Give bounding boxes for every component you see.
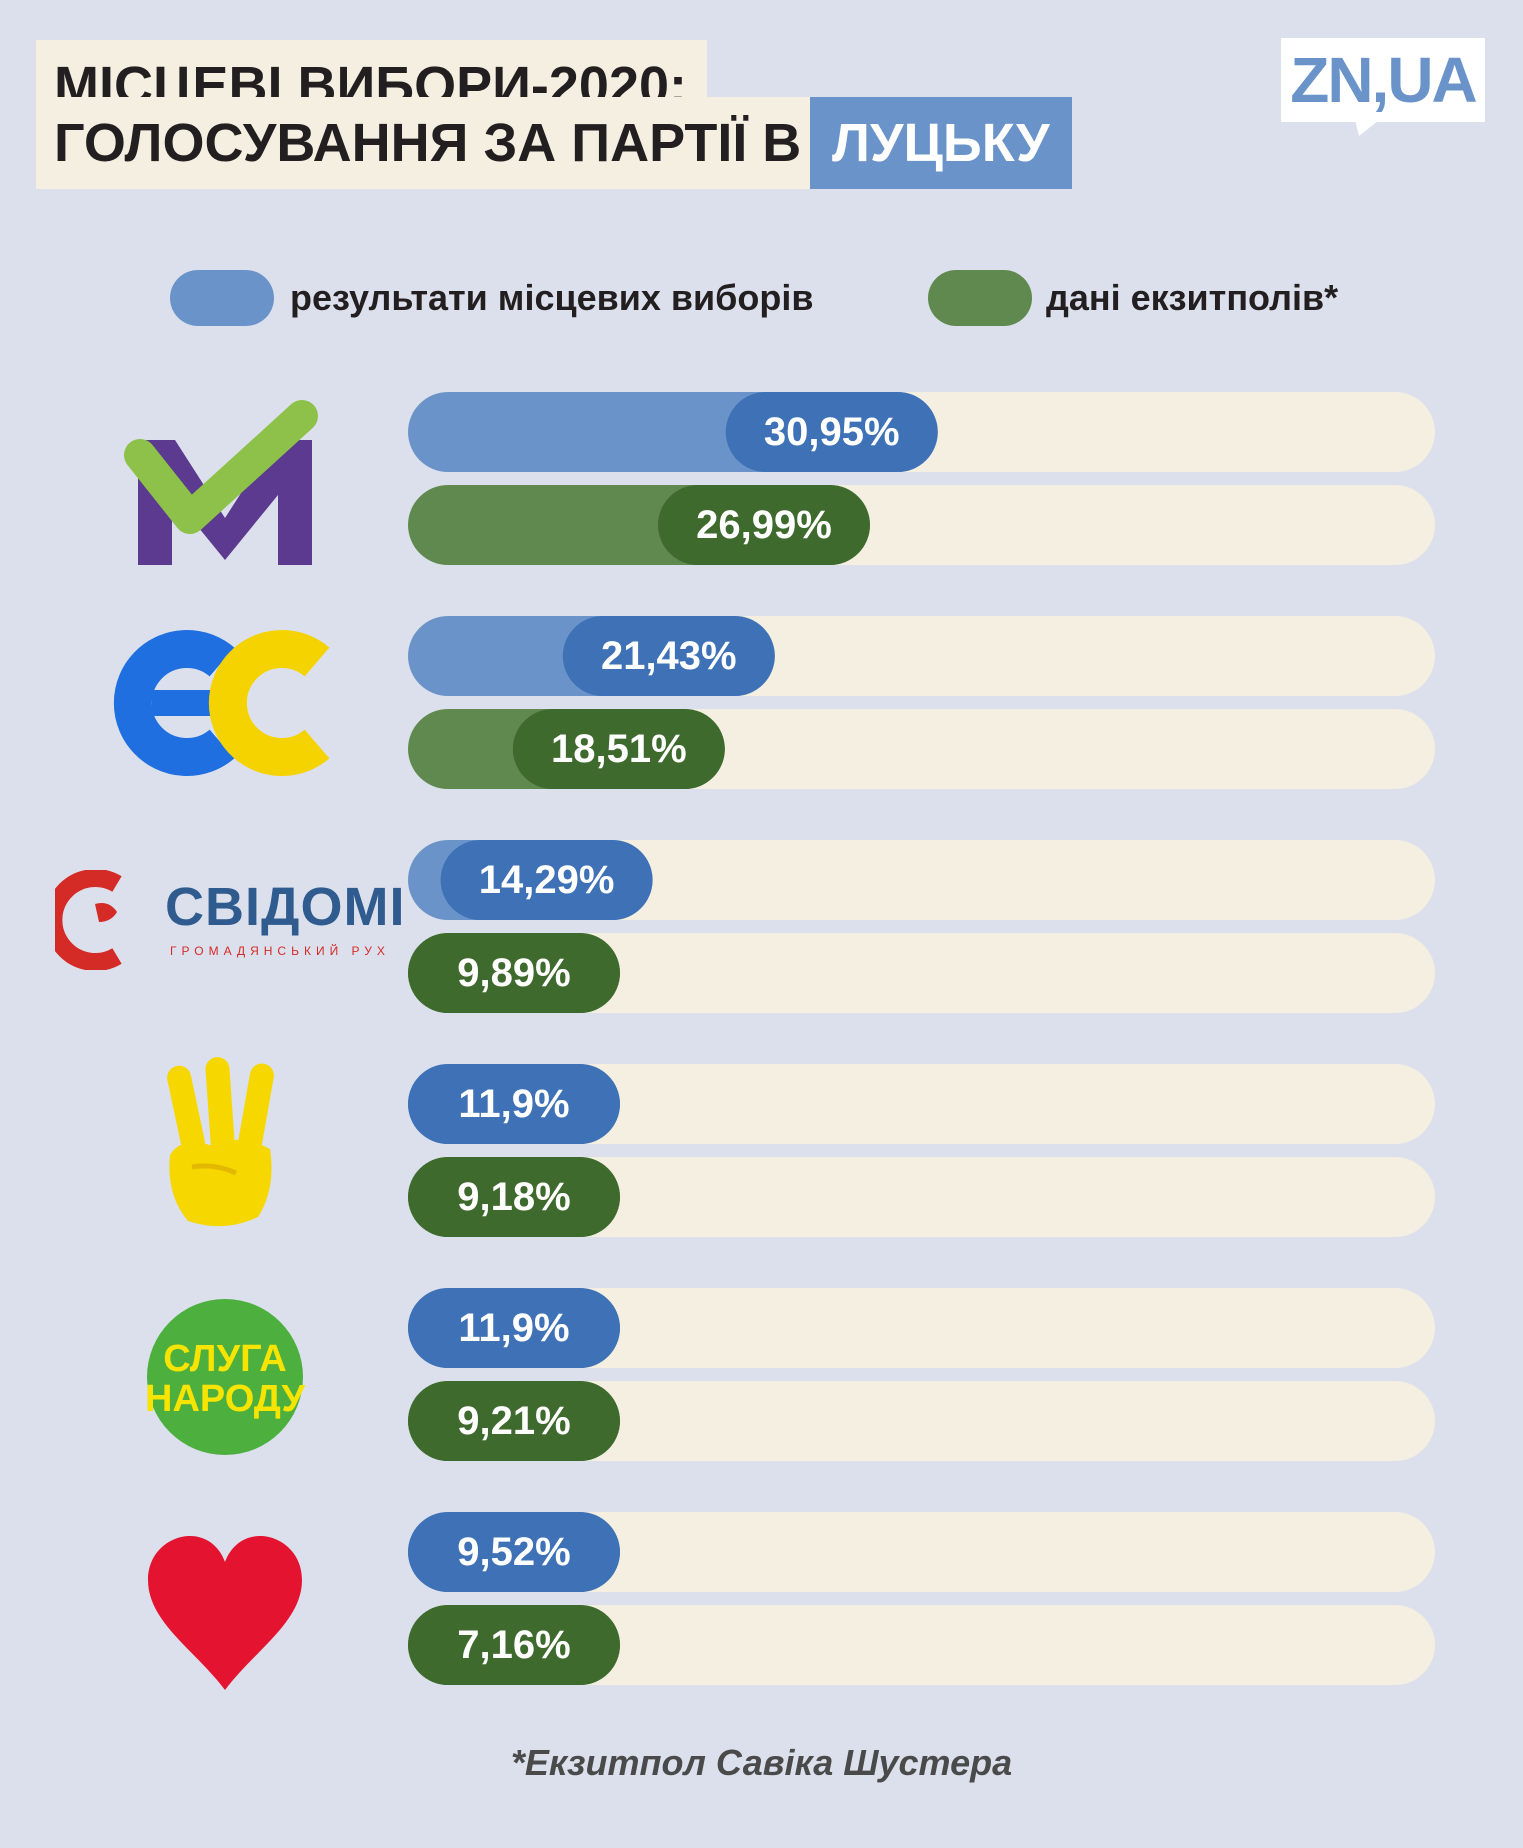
brand-logo: ZN,UA	[1281, 38, 1485, 122]
bar-value-label-official: 30,95%	[763, 410, 900, 454]
bar-value-pill-exitpoll	[408, 1381, 620, 1461]
legend-swatch-exitpoll	[928, 270, 1032, 326]
bar-value-pill-exitpoll	[408, 933, 620, 1013]
bar-value-pill-official	[562, 616, 775, 696]
sluha-narodu-logo-icon: СЛУГА НАРОДУ	[145, 1299, 305, 1455]
bar-track	[408, 933, 1435, 1013]
bar-value-pill-official	[408, 1512, 620, 1592]
title-line-2: ГОЛОСУВАННЯ ЗА ПАРТІЇ В	[36, 97, 822, 189]
bar-value-label-official: 11,9%	[458, 1082, 570, 1126]
bar-value-pill-exitpoll	[657, 485, 870, 565]
bar-value-label-exitpoll: 26,99%	[696, 503, 832, 547]
brand-text: ZN,UA	[1290, 44, 1478, 116]
legend-label-exitpoll: дані екзитполів*	[1046, 277, 1339, 318]
bar-value-label-exitpoll: 9,18%	[457, 1175, 571, 1219]
three-fingers-logo-icon	[167, 1057, 274, 1227]
bar-track	[408, 1064, 1435, 1144]
svidomi-subtext: ГРОМАДЯНСЬКИЙ РУХ	[170, 944, 390, 958]
bar-value-label-official: 9,52%	[457, 1530, 571, 1574]
bar-track	[408, 1605, 1435, 1685]
brand-tail-icon	[1355, 120, 1379, 136]
sluha-narodu-line1: СЛУГА	[163, 1338, 286, 1380]
legend-swatch-official	[170, 270, 274, 326]
sluha-narodu-line2: НАРОДУ	[145, 1378, 305, 1420]
bar-track	[408, 1157, 1435, 1237]
bar-value-label-exitpoll: 7,16%	[457, 1623, 571, 1667]
legend-label-official: результати місцевих виборів	[290, 277, 814, 318]
bar-value-pill-exitpoll	[408, 1605, 620, 1685]
bar-value-label-exitpoll: 9,89%	[457, 951, 571, 995]
es-logo-icon	[113, 630, 330, 776]
svidomi-text: СВІДОМІ	[165, 877, 406, 937]
bar-value-pill-official	[408, 1288, 620, 1368]
bar-value-pill-official	[408, 1064, 620, 1144]
bar-value-label-official: 21,43%	[600, 634, 737, 678]
bar-value-label-official: 14,29%	[478, 858, 615, 902]
bar-value-label-exitpoll: 9,21%	[457, 1399, 571, 1443]
bar-value-pill-exitpoll	[512, 709, 725, 789]
bar-track	[408, 840, 1435, 920]
bar-value-label-exitpoll: 18,51%	[550, 727, 687, 771]
bar-track	[408, 1512, 1435, 1592]
heart-logo-icon	[148, 1536, 302, 1690]
bar-value-pill-official	[440, 840, 653, 920]
footnote: *Екзитпол Савіка Шустера	[510, 1742, 1013, 1783]
m-checkmark-logo-icon	[124, 400, 318, 565]
bar-value-label-official: 11,9%	[458, 1306, 570, 1350]
title-city: ЛУЦЬКУ	[810, 97, 1072, 189]
bar-value-pill-exitpoll	[408, 1157, 620, 1237]
bar-track	[408, 1381, 1435, 1461]
svidomi-logo: СВІДОМІ ГРОМАДЯНСЬКИЙ РУХ	[55, 870, 405, 970]
bar-track	[408, 1288, 1435, 1368]
bar-value-pill-official	[725, 392, 938, 472]
svidomi-head-icon	[55, 870, 122, 970]
